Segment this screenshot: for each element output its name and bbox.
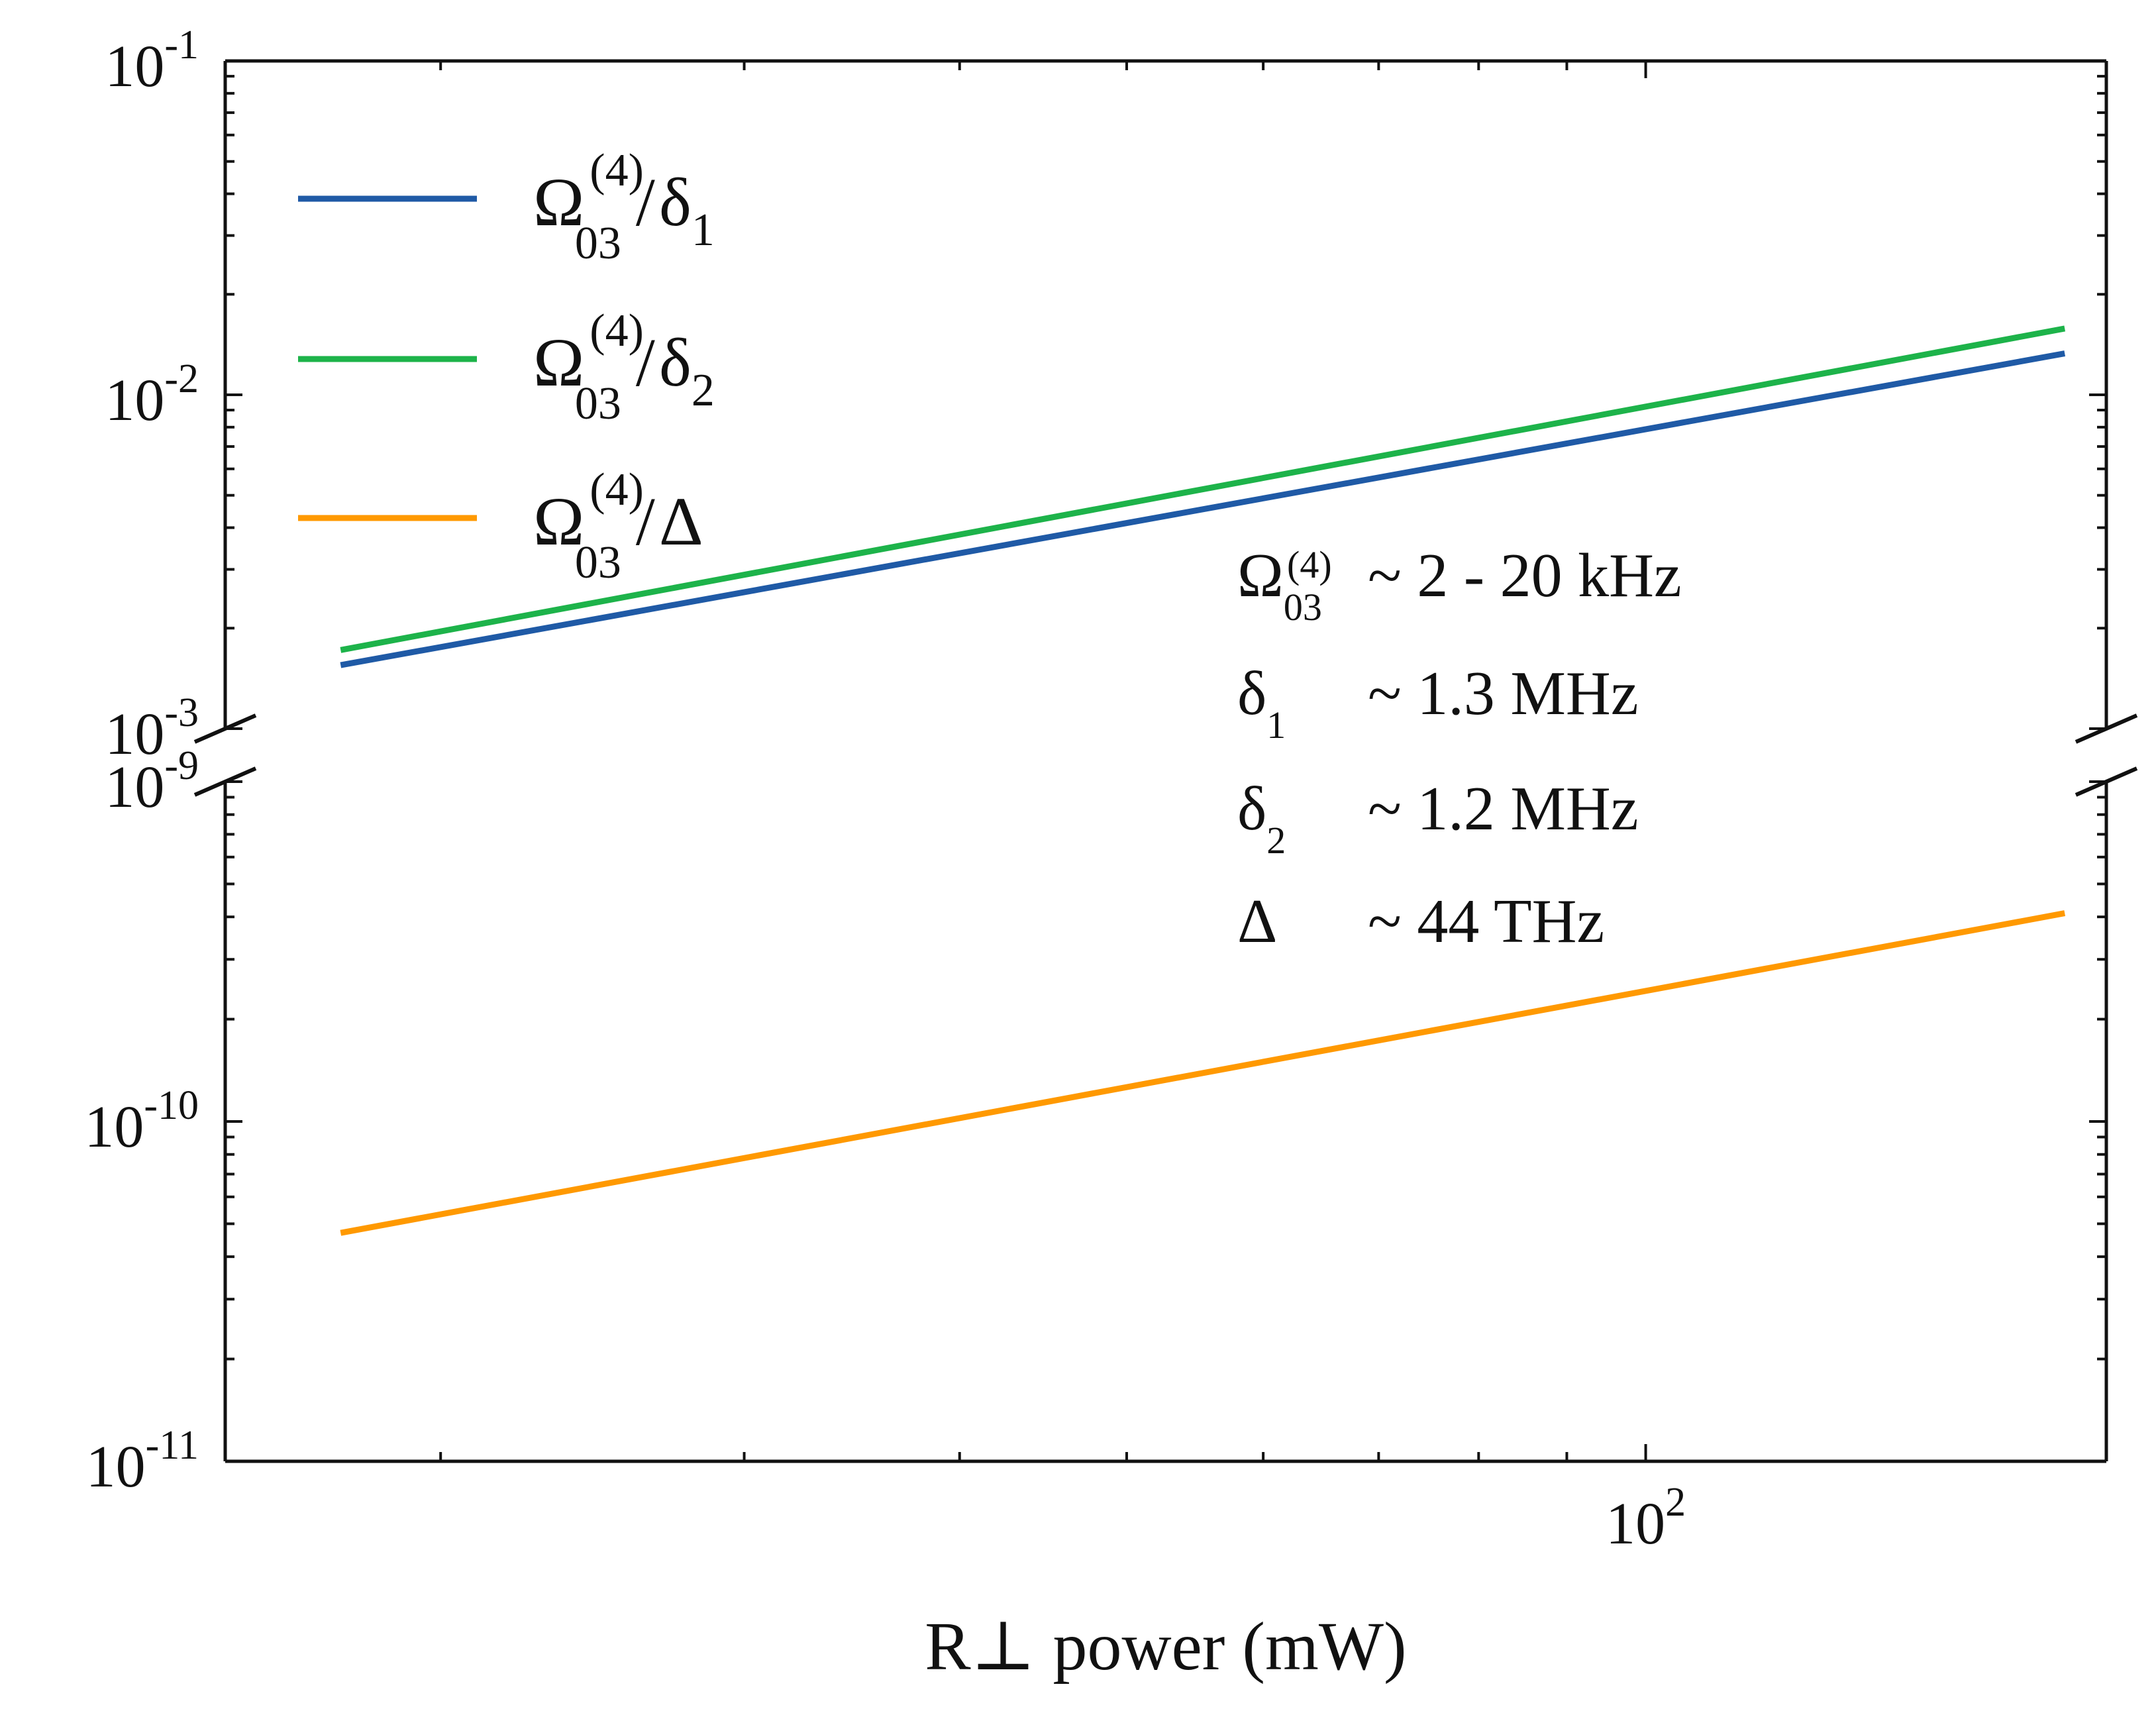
legend-slash: / — [636, 325, 655, 401]
legend-label: Ω (4) 03 /Δ — [533, 464, 703, 588]
annotation-symbol: Δ — [1237, 887, 1277, 956]
legend-subscript: 03 — [575, 537, 621, 588]
legend-superscript: (4) — [590, 145, 644, 196]
legend-denominator-subscript: 2 — [692, 365, 715, 416]
axis-break-mark — [193, 713, 257, 744]
annotation-symbol-glyph: Δ — [1237, 887, 1277, 956]
legend-superscript: (4) — [590, 305, 644, 356]
y-tick-exponent: -9 — [164, 743, 199, 788]
axis-break-mark — [2075, 713, 2138, 744]
legend-slash: / — [636, 484, 655, 560]
y-tick-label: 10-3 — [105, 690, 199, 767]
x-tick-label: 102 — [1606, 1480, 1686, 1557]
y-tick-base: 10 — [105, 754, 164, 820]
y-tick-base: 10 — [86, 1434, 146, 1500]
annotation-value: ~ 1.2 MHz — [1368, 774, 1639, 843]
x-axis-label: R⊥ power (mW) — [925, 1608, 1406, 1685]
x-tick-base: 10 — [1606, 1491, 1665, 1557]
legend-denominator: δ — [659, 325, 692, 401]
y-tick-label: 10-9 — [105, 743, 199, 820]
annotation-symbol: Ω03 — [1237, 541, 1322, 629]
annotation-symbol-glyph: Ω — [1237, 541, 1284, 610]
legend: Ω (4) 03/δ1Ω (4) 03/δ2Ω (4) 03/Δ — [298, 145, 715, 588]
legend-label: Ω (4) 03 /δ2 — [533, 305, 715, 429]
series-lines — [340, 325, 2066, 1236]
y-tick-base: 10 — [84, 1094, 144, 1160]
annotation-value: ~ 2 - 20 kHz — [1368, 541, 1682, 610]
x-tick-exponent: 2 — [1665, 1480, 1686, 1525]
y-tick-exponent: -1 — [164, 23, 199, 68]
y-tick-exponent: -3 — [164, 690, 199, 735]
annotation-symbol-glyph: δ — [1237, 774, 1266, 843]
legend-denominator-subscript: 1 — [692, 205, 715, 256]
axis-break-mark — [2075, 766, 2138, 797]
series-line — [340, 350, 2066, 668]
legend-symbol: Ω — [533, 164, 584, 240]
y-tick-label: 10-2 — [105, 356, 199, 433]
series-line — [340, 325, 2066, 653]
axis-break-mark — [193, 766, 257, 797]
legend-slash: / — [636, 164, 655, 240]
y-tick-label: 10-11 — [86, 1423, 199, 1500]
series-line — [340, 910, 2066, 1236]
annotation-symbol-glyph: δ — [1237, 659, 1266, 728]
legend-subscript: 03 — [575, 378, 621, 429]
y-tick-label: 10-10 — [84, 1083, 199, 1160]
legend-denominator: δ — [659, 164, 692, 240]
legend-subscript: 03 — [575, 218, 621, 269]
y-tick-base: 10 — [105, 34, 164, 99]
y-tick-base: 10 — [105, 368, 164, 433]
y-tick-exponent: -2 — [164, 356, 199, 401]
annotation-subscript: 2 — [1266, 819, 1286, 862]
legend-superscript: (4) — [590, 464, 644, 515]
annotation-value: ~ 44 THz — [1368, 887, 1604, 956]
y-tick-exponent: -10 — [144, 1083, 199, 1128]
annotation-subscript: 03 — [1284, 586, 1322, 629]
y-tick-base: 10 — [105, 702, 164, 767]
legend-symbol: Ω — [533, 484, 584, 560]
annotation-subscript: 1 — [1266, 703, 1286, 747]
legend-denominator: Δ — [659, 484, 703, 560]
annotation-symbol: δ1 — [1237, 659, 1286, 747]
y-tick-exponent: -11 — [146, 1423, 199, 1468]
legend-symbol: Ω — [533, 325, 584, 401]
annotation-value: ~ 1.3 MHz — [1368, 659, 1639, 728]
y-tick-label: 10-1 — [105, 23, 199, 99]
axes-frame — [193, 59, 2138, 1463]
annotation-symbol: δ2 — [1237, 774, 1286, 862]
legend-label: Ω (4) 03 /δ1 — [533, 145, 715, 269]
annotation-superscript: (4) — [1287, 543, 1332, 586]
